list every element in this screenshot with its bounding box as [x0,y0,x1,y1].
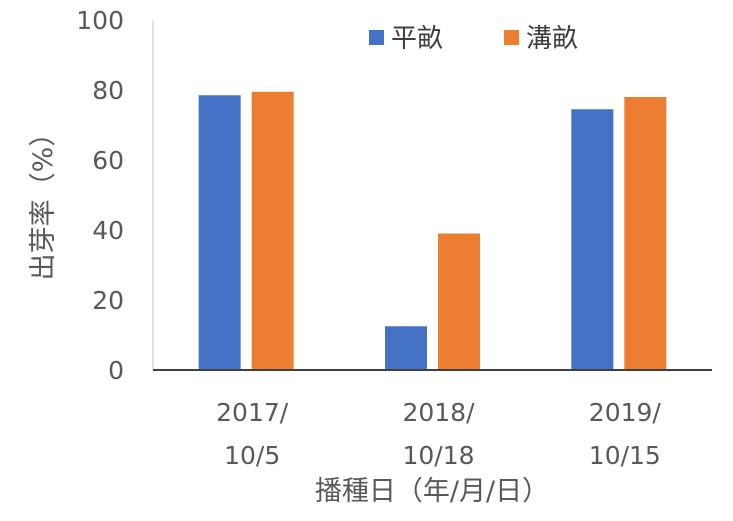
bar-series-2 [251,91,294,370]
y-tick-label: 100 [76,6,124,35]
bar-series-2 [624,97,667,370]
legend-label: 溝畝 [526,24,578,54]
legend-swatch [369,30,384,45]
x-tick-label: 10/15 [589,441,661,470]
y-tick-label: 60 [92,146,124,175]
y-axis-title: 出芽率（%） [28,120,59,281]
y-tick-label: 40 [92,216,124,245]
legend-swatch [504,30,519,45]
x-axis-ticks: 2017/10/5 2018/10/18 2019/10/15 [216,398,661,470]
legend-label: 平畝 [391,24,443,54]
x-tick-label: 10/5 [224,441,280,470]
bar-series-1 [385,326,427,370]
x-tick-label: 10/18 [402,441,474,470]
legend: 平畝 溝畝 [369,24,578,54]
y-tick-label: 80 [92,76,124,105]
x-axis-title: 播種日（年/月/日） [315,476,549,507]
x-tick-label: 2019/ [589,398,662,427]
bar-series-1 [198,95,241,370]
x-tick-label: 2017/ [216,398,289,427]
y-tick-label: 20 [92,286,124,315]
y-tick-label: 0 [108,356,124,385]
bar-series-1 [571,109,614,370]
plot-area [198,91,667,370]
axes [152,20,712,371]
y-axis-ticks: 0 20 40 60 80 100 [76,6,124,385]
x-tick-label: 2018/ [402,398,475,427]
bar-series-2 [438,233,480,370]
